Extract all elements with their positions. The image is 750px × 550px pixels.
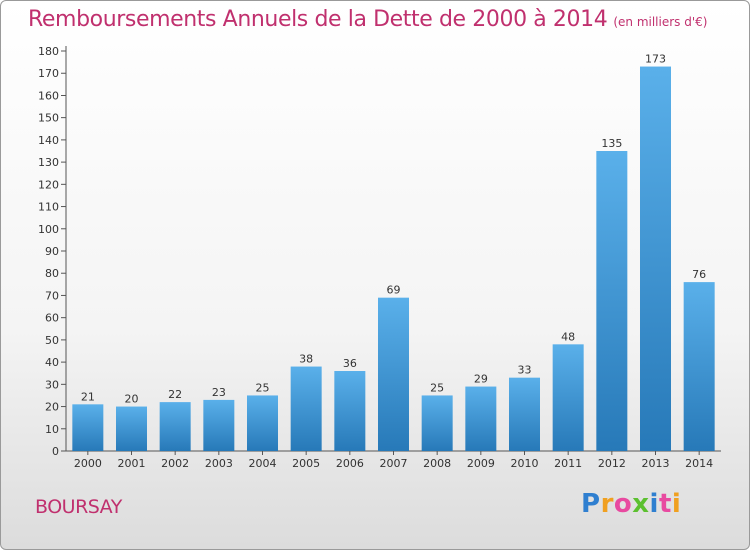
x-tick-label: 2002 bbox=[161, 457, 189, 470]
bar-value-label: 33 bbox=[518, 364, 532, 377]
x-tick-label: 2007 bbox=[380, 457, 408, 470]
bar bbox=[203, 399, 235, 451]
x-tick-label: 2006 bbox=[336, 457, 364, 470]
bar-value-label: 29 bbox=[474, 373, 488, 386]
y-tick-label: 0 bbox=[52, 445, 59, 458]
logo-letter: t bbox=[658, 489, 672, 519]
bar bbox=[247, 395, 278, 451]
x-tick-label: 2013 bbox=[642, 457, 670, 470]
chart-title: Remboursements Annuels de la Dette de 20… bbox=[28, 7, 707, 32]
y-tick-label: 130 bbox=[38, 156, 59, 169]
x-tick-label: 2009 bbox=[467, 457, 495, 470]
x-tick-label: 2010 bbox=[511, 457, 539, 470]
bar-value-label: 135 bbox=[601, 137, 622, 150]
y-tick-label: 140 bbox=[38, 134, 59, 147]
proxiti-logo: Proxiti bbox=[581, 489, 681, 519]
y-tick-label: 160 bbox=[38, 89, 59, 102]
bar bbox=[116, 406, 147, 451]
x-tick-label: 2001 bbox=[118, 457, 146, 470]
bar bbox=[683, 282, 715, 451]
logo-letter: r bbox=[600, 489, 614, 519]
bar-value-label: 173 bbox=[645, 53, 666, 66]
y-tick-label: 80 bbox=[45, 267, 59, 280]
bar bbox=[72, 404, 104, 451]
bar-value-label: 38 bbox=[299, 353, 313, 366]
x-tick-label: 2008 bbox=[423, 457, 451, 470]
bar-value-label: 22 bbox=[168, 388, 182, 401]
bar-value-label: 69 bbox=[387, 284, 401, 297]
y-tick-label: 50 bbox=[45, 334, 59, 347]
x-tick-label: 2000 bbox=[74, 457, 102, 470]
chart-title-text: Remboursements Annuels de la Dette de 20… bbox=[28, 7, 608, 32]
y-tick-label: 170 bbox=[38, 67, 59, 80]
logo-letter: i bbox=[649, 489, 659, 519]
logo-letter: i bbox=[671, 489, 682, 519]
bar-value-label: 20 bbox=[125, 393, 139, 406]
bar bbox=[334, 371, 366, 451]
bar-value-label: 23 bbox=[212, 386, 226, 399]
y-tick-label: 30 bbox=[45, 378, 59, 391]
logo-letter: x bbox=[632, 489, 650, 519]
bar bbox=[465, 386, 497, 451]
bar bbox=[596, 151, 628, 451]
bar-value-label: 48 bbox=[561, 330, 575, 343]
x-tick-label: 2014 bbox=[685, 457, 713, 470]
bar-value-label: 25 bbox=[430, 381, 444, 394]
y-tick-label: 60 bbox=[45, 312, 59, 325]
y-tick-label: 70 bbox=[45, 289, 59, 302]
bar bbox=[159, 402, 191, 451]
bar bbox=[378, 297, 409, 451]
bar bbox=[509, 377, 540, 451]
bar-value-label: 76 bbox=[692, 268, 706, 281]
logo-letter: P bbox=[581, 489, 601, 519]
y-tick-label: 150 bbox=[38, 112, 59, 125]
logo-letter: o bbox=[613, 489, 633, 519]
bar-value-label: 21 bbox=[81, 390, 95, 403]
x-tick-label: 2012 bbox=[598, 457, 626, 470]
bar bbox=[640, 66, 671, 452]
y-tick-label: 40 bbox=[45, 356, 59, 369]
y-tick-label: 100 bbox=[38, 223, 59, 236]
y-tick-label: 10 bbox=[45, 423, 59, 436]
x-tick-label: 2003 bbox=[205, 457, 233, 470]
y-tick-label: 180 bbox=[38, 45, 59, 58]
bar bbox=[421, 395, 453, 451]
y-tick-label: 90 bbox=[45, 245, 59, 258]
x-tick-label: 2005 bbox=[292, 457, 320, 470]
chart-subtitle: (en milliers d'€) bbox=[613, 15, 708, 29]
x-tick-label: 2011 bbox=[554, 457, 582, 470]
y-tick-label: 110 bbox=[38, 201, 59, 214]
y-tick-label: 120 bbox=[38, 178, 59, 191]
x-tick-label: 2004 bbox=[249, 457, 277, 470]
bar bbox=[290, 366, 322, 451]
bar-value-label: 25 bbox=[256, 381, 270, 394]
y-tick-label: 20 bbox=[45, 401, 59, 414]
city-name: BOURSAY bbox=[35, 496, 122, 518]
bar bbox=[552, 344, 584, 451]
bar-value-label: 36 bbox=[343, 357, 357, 370]
